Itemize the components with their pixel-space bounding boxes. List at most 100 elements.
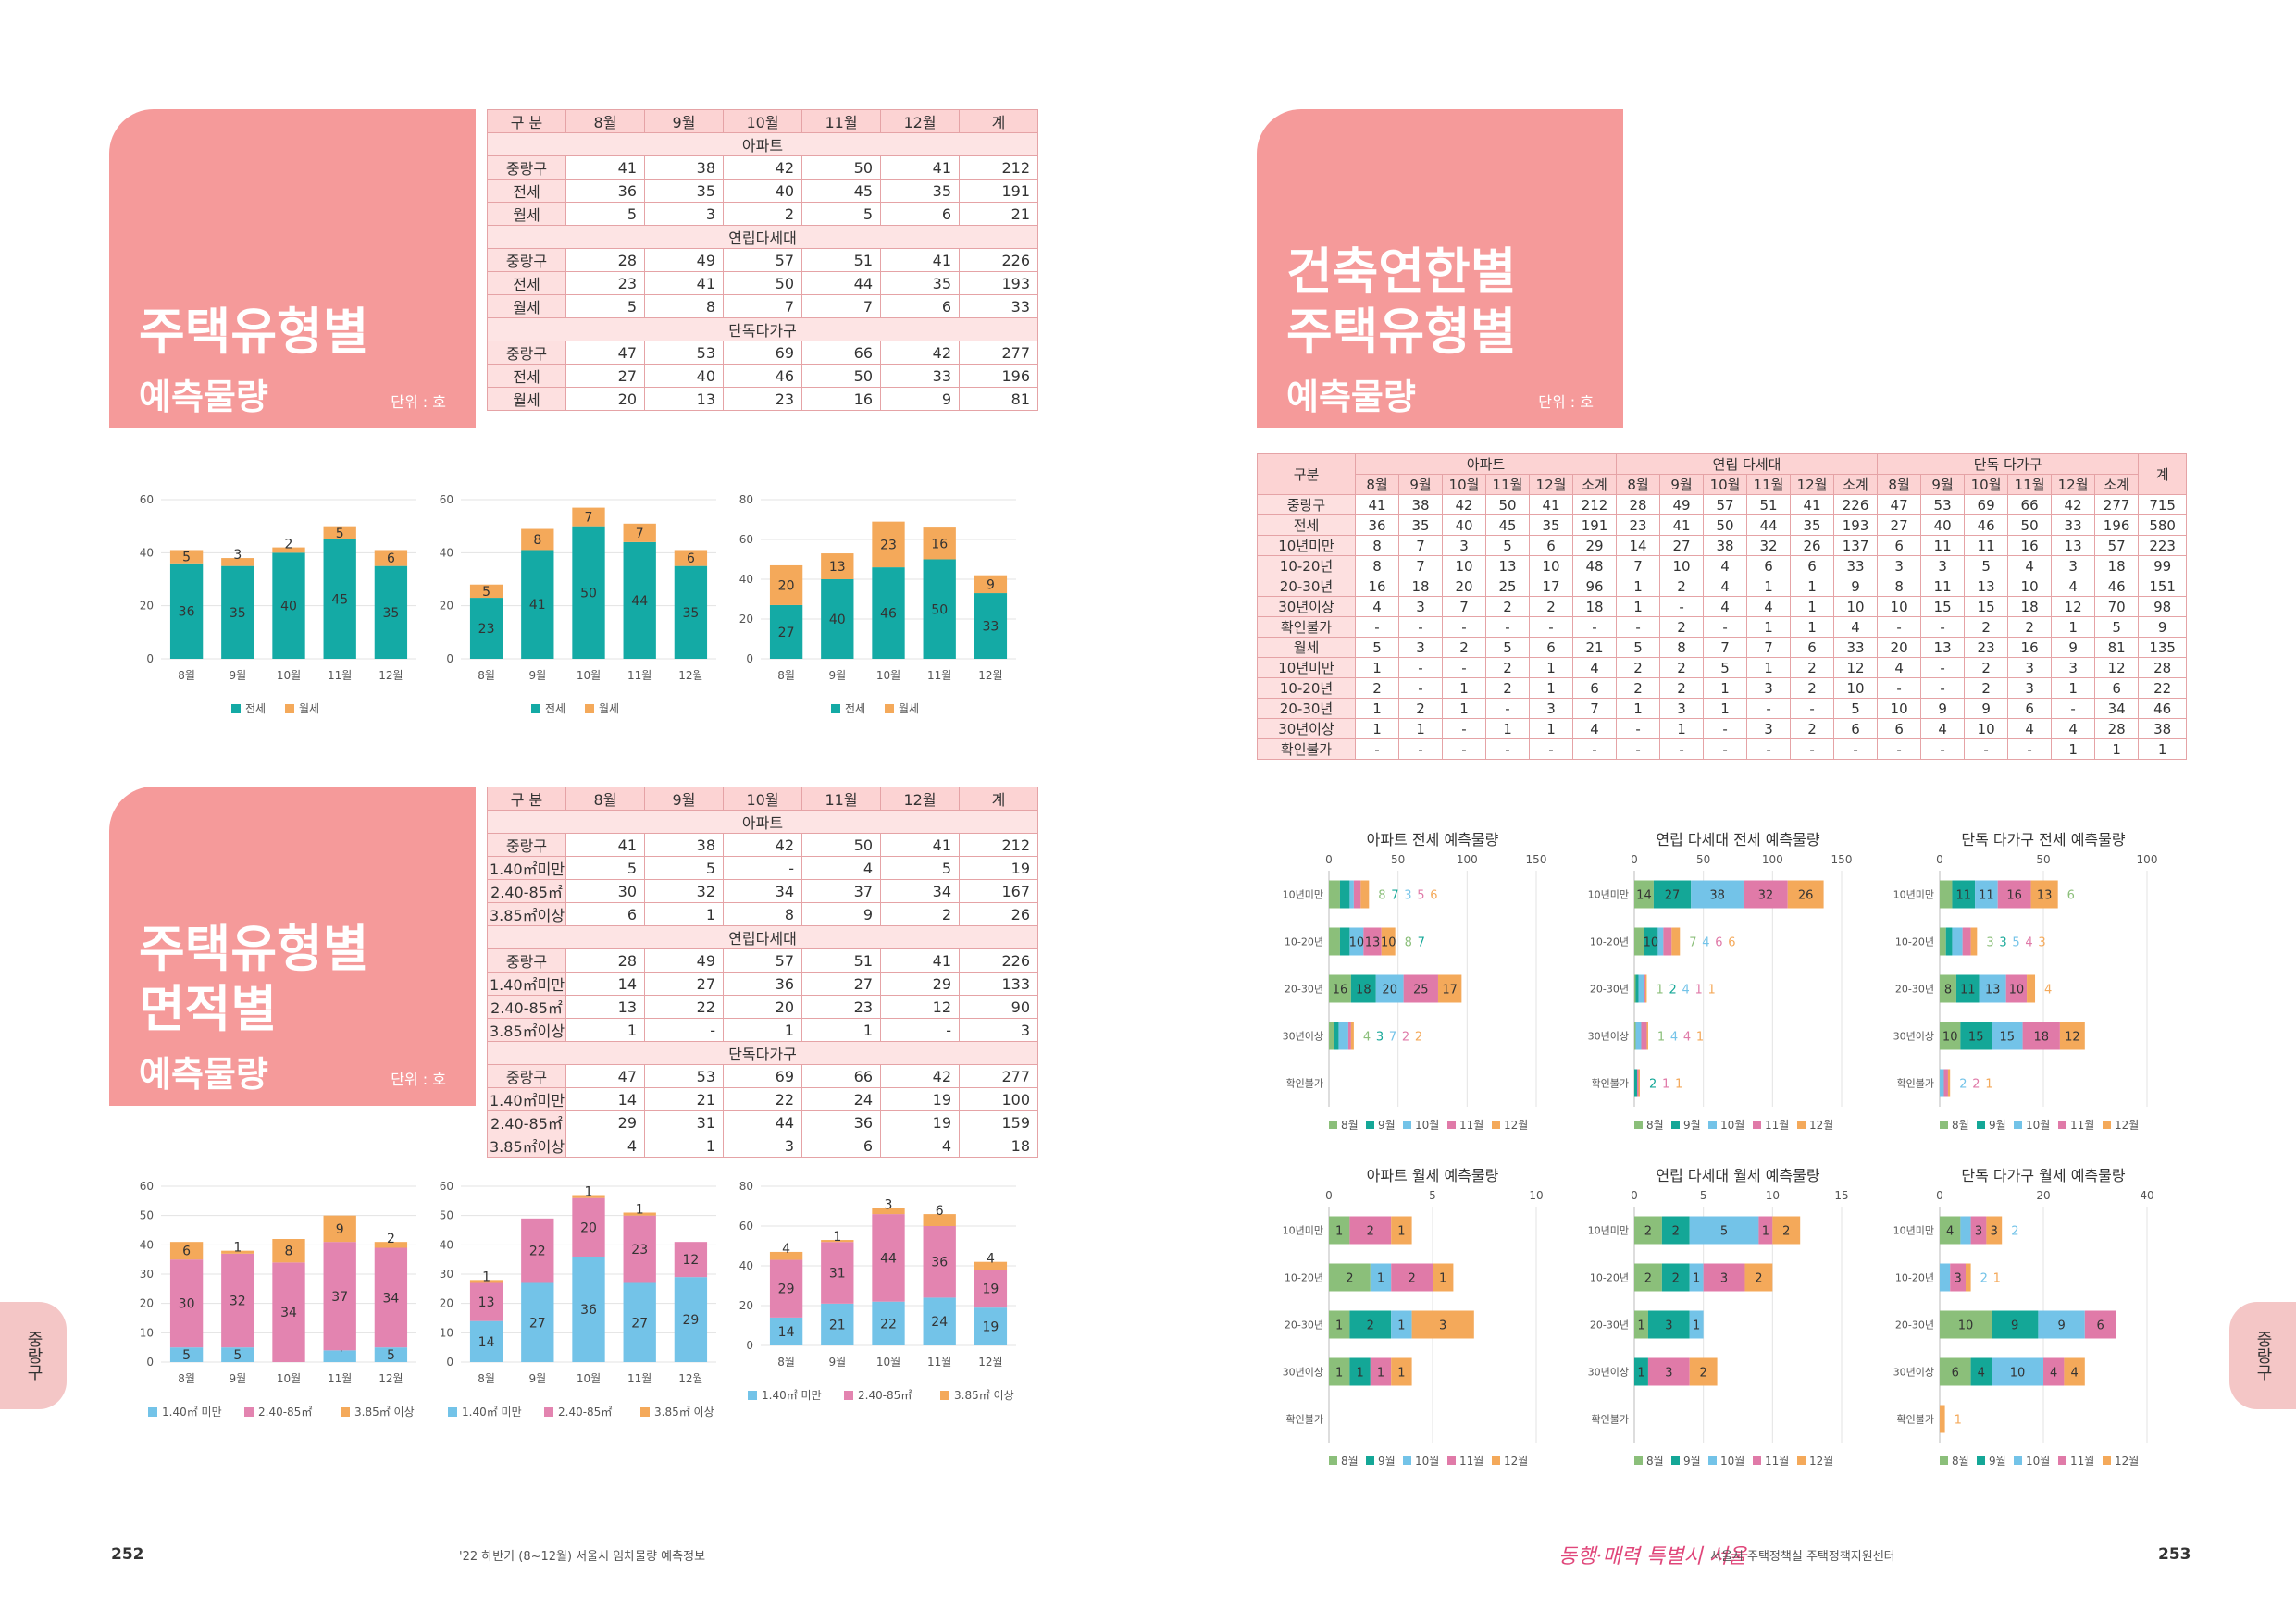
table-cell: 42 [2051,494,2096,515]
bar-segment [2027,974,2036,1003]
table-cell: 81 [2094,637,2140,658]
footer-text-right: 서울시 주택정책실 주택정책지원센터 [1710,1550,1895,1564]
unit-label: 단위 : 호 [391,393,446,411]
y-tick-label: 60 [140,1180,154,1193]
row-label: 3.85㎡이상 [487,1018,566,1042]
column-header: 8월 [565,787,645,811]
table-cell: - [1877,738,1922,760]
data-label: 5 [182,1348,191,1363]
data-label: 18 [2033,1031,2049,1045]
row-label: 전세 [487,179,566,203]
bar-segment [1329,927,1340,956]
table-cell: 23 [1964,637,2009,658]
table-cell: 4 [1571,718,1618,739]
legend-label: 8월 [1952,1119,1969,1132]
table-cell: 11 [1920,535,1966,556]
bar-segment [272,1262,305,1362]
table-cell: 6 [1833,718,1879,739]
table-cell: 1 [644,1134,724,1158]
table-cell: 66 [801,341,881,365]
bar-segment [1663,927,1672,956]
bar-segment [1634,1263,1662,1292]
y-tick-label: 확인불가 [1592,1078,1629,1090]
row-label: 월세 [487,387,566,411]
table-row: 전세 36 35 40 45 35 191 23 41 50 44 35 193 27 40 46 50 33 19… [1257,514,2188,536]
x-tick-label: 8월 [178,1372,195,1385]
x-tick-label: 150 [1831,853,1853,866]
bar-segment [1661,1263,1690,1292]
data-label: 36 [179,604,195,619]
column-header: 10월 [1703,474,1748,495]
x-tick-label: 10월 [277,669,301,682]
legend-swatch [1753,1456,1761,1465]
y-tick-label: 40 [440,1238,453,1251]
table-cell: 1 [1746,657,1792,678]
table-header-row: 구 분 8월 9월 10월 11월 12월 계 [487,109,1038,133]
table-cell: 29 [880,972,960,996]
column-header: 소계 [1833,474,1879,495]
bar-segment [1992,1022,2023,1050]
data-label: 27 [529,1316,546,1331]
bar-segment [674,565,708,659]
table-cell: 4 [880,1134,960,1158]
table-cell: 1 [1442,698,1486,719]
table-cell: 10 [2007,576,2053,597]
table-row: 3.85㎡이상 4 1 3 6 4 18 [487,1134,1038,1158]
column-header: 10월 [1964,474,2009,495]
table-cell: 28 [565,248,645,272]
y-tick-label: 20-30년 [1590,1319,1629,1332]
table-cell: 27 [565,364,645,388]
bar-segment [572,1197,605,1257]
bar-segment [1329,880,1340,909]
data-label: 4 [1946,1225,1954,1239]
table-cell: 6 [1529,637,1573,658]
data-label: 23 [631,1243,648,1258]
section-subtitle: 예측물량 [139,1054,268,1095]
bar-segment [1411,1310,1474,1339]
y-tick-label: 40 [440,546,453,559]
table-cell: 33 [2051,514,2096,536]
table-row: 월세 20 13 23 16 9 81 [487,387,1038,411]
data-label: 1 [1377,1272,1384,1286]
table-cell: 42 [723,155,802,180]
table-cell: - [1703,738,1748,760]
legend-label: 10월 [1415,1455,1439,1468]
table-cell: 3 [959,1018,1038,1042]
data-label: 29 [682,1313,699,1328]
table-cell: 50 [801,364,881,388]
legend-label: 11월 [1459,1455,1483,1468]
data-label: 3 [1991,1225,1998,1239]
x-tick-label: 10월 [876,1356,900,1369]
table-cell: 9 [880,387,960,411]
data-label: 8 [1378,889,1385,903]
data-label: 2 [1700,1367,1707,1381]
table-cell: - [1485,698,1530,719]
table-row: 10-20년 8 7 10 13 10 48 7 10 4 6 6 33 3 3 5 4 3 18 99 [1257,555,2188,576]
legend-swatch [1403,1121,1411,1129]
legend-swatch [1329,1456,1337,1465]
table-cell: 2 [880,902,960,926]
table-cell: 10 [1964,718,2009,739]
legend-swatch [1366,1456,1374,1465]
table-cell: - [1703,718,1748,739]
table-cell: 6 [1877,718,1922,739]
data-label: 36 [931,1256,948,1270]
table-row: 10-20년 2-1 2 1 6 2 2 1 3 2 10- -2 3 1 6 22 [1257,677,2188,699]
data-label: 27 [778,626,795,640]
bar-segment [1391,1310,1412,1339]
table-cell: 44 [801,271,881,295]
data-label: 1 [1693,1272,1700,1286]
data-label: 6 [936,1204,944,1219]
y-tick-label: 10-20년 [1895,936,1934,948]
table-cell: 49 [1659,494,1705,515]
data-label: 45 [331,593,348,608]
table-cell: 3 [1746,718,1792,739]
table-cell: 4 [2051,576,2096,597]
table-cell: 1 [1790,616,1835,638]
table-row: 3.85㎡이상 6 1 8 9 2 26 [487,902,1038,926]
data-label: 7 [1391,889,1398,903]
table-cell: 69 [1964,494,2009,515]
table-cell: - [1920,738,1966,760]
legend-swatch [1940,1456,1948,1465]
